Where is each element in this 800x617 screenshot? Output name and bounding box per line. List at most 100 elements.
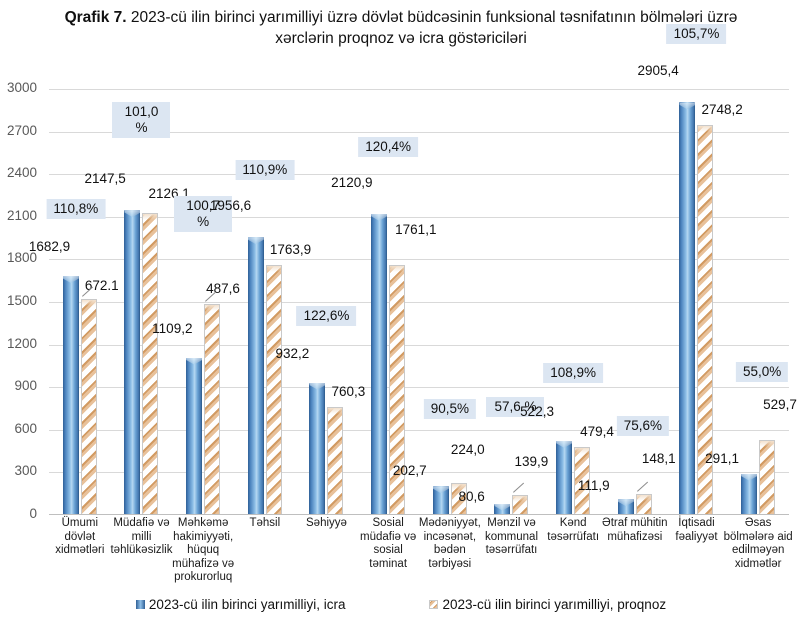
bar-cap (309, 382, 326, 390)
bar-proqnoz[interactable] (265, 264, 282, 515)
bar-cap (247, 237, 264, 245)
bar-proqnoz[interactable] (389, 264, 406, 515)
bar-cap (124, 210, 141, 218)
x-axis-category-label: Mənzil və kommunal təsərrüfatı (484, 517, 539, 556)
legend-label-icra: 2023-cü ilin birinci yarımilliyi, icra (148, 596, 346, 612)
percent-callout-label: 101,0 % (112, 102, 171, 139)
bar-icra[interactable] (62, 276, 79, 515)
bar-cap (81, 300, 96, 307)
bar-icra[interactable] (432, 486, 449, 515)
x-axis-category-label: Əsas bölmələrə aid edilməyən xidmətlər (723, 517, 793, 570)
bar-group: 2120,9 1761,1 120,4% (331, 89, 436, 515)
percent-callout-label: 108,9% (543, 362, 604, 383)
percent-callout-label: 90,5% (423, 399, 476, 420)
bar-value-label-proqnoz: 148,1 (641, 450, 676, 466)
gridline (49, 429, 789, 431)
bar-proqnoz[interactable] (697, 124, 714, 515)
bar-proqnoz[interactable] (450, 483, 467, 515)
bar-cap (741, 473, 758, 481)
legend-label-proqnoz: 2023-cü ilin birinci yarımilliyi, proqno… (442, 596, 667, 612)
title-text: 2023-cü ilin birinci yarımilliyi üzrə dö… (126, 9, 738, 47)
percent-callout-label: 75,6% (616, 415, 669, 436)
bar-proqnoz[interactable] (327, 407, 344, 515)
percent-callout-label: 55,0% (736, 361, 789, 382)
bar-proqnoz[interactable] (204, 303, 221, 515)
gridline (49, 344, 789, 346)
y-axis-tick-label: 1200 (6, 335, 37, 351)
bar-icra[interactable] (679, 102, 696, 515)
x-axis-category-label: Ətraf mühitin mühafizəsi (602, 517, 668, 543)
bar-cap (698, 125, 713, 132)
gridline (49, 216, 789, 218)
bar-icra[interactable] (186, 357, 203, 515)
leader-8 (513, 482, 525, 493)
bar-cap (371, 213, 388, 221)
bar-cap (62, 276, 79, 284)
bar-value-label-icra: 291,1 (705, 450, 739, 466)
bar-proqnoz[interactable] (759, 439, 776, 515)
leader-10 (636, 481, 648, 492)
bar-group: 80,6 139,9 57,6 % (459, 89, 548, 515)
percent-callout-label: 122,6% (296, 305, 357, 326)
gridline (49, 89, 789, 90)
y-axis-tick-label: 900 (14, 378, 37, 394)
bar-icra[interactable] (247, 237, 264, 515)
gridline (49, 472, 789, 474)
bar-cap (266, 265, 281, 272)
bar-cap (432, 486, 449, 494)
bar-value-label-proqnoz: 139,9 (514, 454, 549, 470)
bar-value-label-icra: 2905,4 (637, 63, 679, 79)
percent-callout-label: 110,8% (46, 199, 106, 220)
page-title: Qrafik 7. 2023-cü ilin birinci yarımilli… (61, 7, 741, 49)
bar-value-label-icra: 2120,9 (331, 174, 373, 190)
legend-item-proqnoz[interactable]: 2023-cü ilin birinci yarımilliyi, proqno… (429, 597, 666, 612)
x-axis-category-label: Kənd təsərrüfatı (547, 517, 600, 543)
bar-value-label-proqnoz: 479,4 (580, 423, 614, 439)
y-axis-tick-label: 1800 (6, 250, 37, 266)
bar-value-label-proqnoz: 1761,1 (395, 221, 437, 237)
bar-value-label-icra: 111,9 (577, 478, 610, 494)
bar-icra[interactable] (494, 503, 511, 515)
bar-value-label-proqnoz: 672.1 (84, 278, 119, 294)
y-axis-tick-label: 2400 (6, 165, 37, 181)
y-axis-tick-label: 600 (14, 420, 37, 436)
y-axis-tick-label: 2100 (6, 207, 37, 223)
bar-group: 111,9 148,1 75,6% (578, 89, 676, 515)
bar-group: 2147,5 2126,1 101,0 % (85, 89, 190, 515)
x-axis-category-label: Ümumi dövlət xidmətləri (55, 517, 105, 556)
bar-cap (143, 214, 158, 221)
bar-value-label-proqnoz: 529,7 (763, 396, 797, 412)
bar-value-label-icra: 80,6 (458, 488, 485, 504)
bar-proqnoz[interactable] (574, 446, 591, 515)
bar-cap (186, 357, 203, 365)
bar-proqnoz[interactable] (142, 213, 159, 515)
bar-icra[interactable] (124, 210, 141, 515)
bar-cap (205, 304, 220, 311)
gridline (49, 174, 789, 176)
bar-value-label-proqnoz: 760,3 (331, 384, 366, 400)
bar-icra[interactable] (309, 382, 326, 515)
bar-value-label-icra: 2147,5 (84, 171, 126, 187)
legend-swatch-proqnoz-icon (429, 599, 439, 609)
percent-callout-label: 120,4% (358, 136, 419, 157)
bar-cap (513, 496, 528, 503)
legend: 2023-cü ilin birinci yarımilliyi, icra 2… (1, 593, 800, 615)
bar-icra[interactable] (371, 213, 388, 515)
x-axis-category-label: Məhkəmə hakimiyyəti, hüquq mühafizə və p… (172, 517, 235, 583)
x-axis-category-label: Sosial müdafiə və sosial təminat (360, 517, 417, 570)
percent-callout-label: 100,7 % (174, 195, 233, 232)
legend-item-icra[interactable]: 2023-cü ilin birinci yarımilliyi, icra (135, 596, 346, 612)
bar-group: 932,2 760,3 122,6% (276, 89, 365, 515)
bar-value-label-icra: 1109,2 (152, 320, 193, 336)
bar-icra[interactable] (556, 440, 573, 515)
bar-icra[interactable] (741, 473, 758, 515)
bar-cap (556, 440, 573, 448)
bar-proqnoz[interactable] (635, 493, 652, 515)
legend-swatch-icra-icon (135, 599, 145, 609)
gridline (49, 131, 789, 133)
bar-value-label-icra: 202,7 (392, 463, 427, 479)
bar-proqnoz[interactable] (512, 495, 529, 515)
bar-value-label-icra: 1956,6 (209, 198, 252, 214)
bar-icra[interactable] (617, 499, 634, 515)
bar-proqnoz[interactable] (80, 299, 97, 515)
